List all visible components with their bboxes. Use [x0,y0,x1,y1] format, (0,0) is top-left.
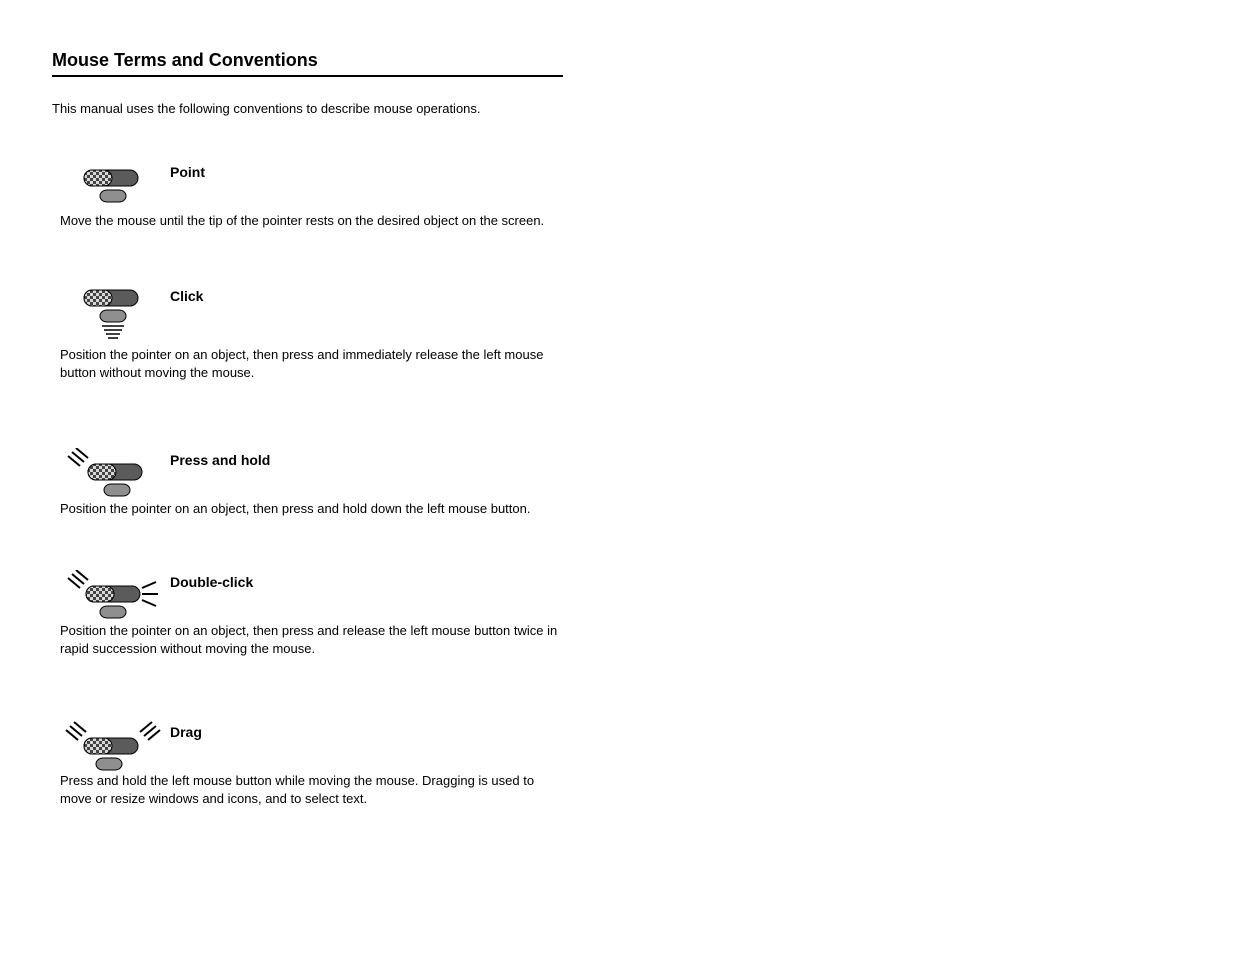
point-label: Point [170,164,205,180]
section-heading: Mouse Terms and Conventions [52,50,563,71]
click-icon [60,284,160,344]
double-click-icon [60,570,160,630]
intro-text: This manual uses the following conventio… [52,100,563,118]
press-hold-label: Press and hold [170,452,270,468]
drag-desc: Press and hold the left mouse button whi… [60,772,560,808]
double-click-label: Double-click [170,574,253,590]
click-desc: Position the pointer on an object, then … [60,346,560,382]
heading-rule [52,75,563,77]
click-label: Click [170,288,203,304]
point-desc: Move the mouse until the tip of the poin… [60,212,560,230]
press-hold-desc: Position the pointer on an object, then … [60,500,560,518]
double-click-desc: Position the pointer on an object, then … [60,622,560,658]
drag-icon [60,720,160,780]
point-icon [60,160,160,220]
press-hold-icon [60,448,160,508]
drag-label: Drag [170,724,202,740]
